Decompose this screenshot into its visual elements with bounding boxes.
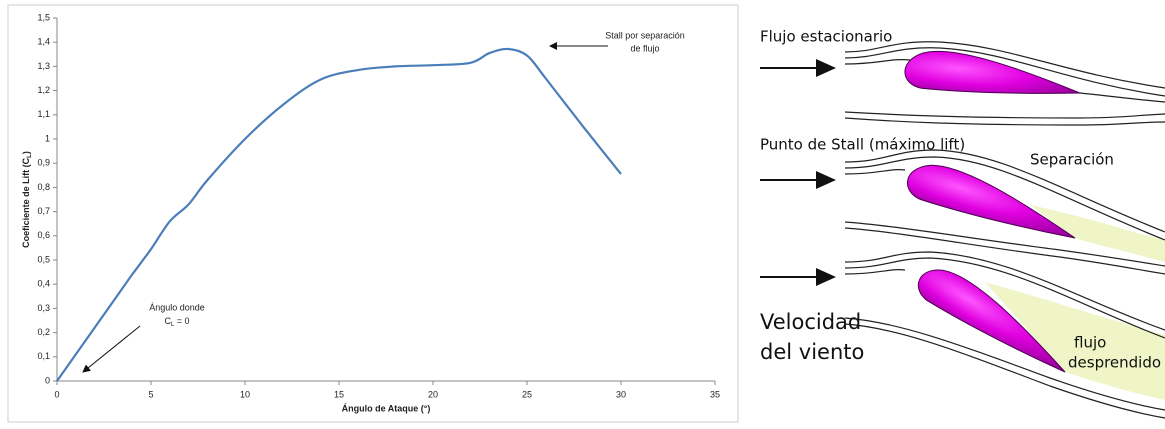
y-axis-label-end: ) (21, 151, 31, 154)
streamline (844, 317, 1165, 411)
x-tick-label: 30 (616, 389, 626, 399)
wind-label: Velocidad (760, 310, 861, 334)
x-tick-label: 5 (148, 389, 153, 399)
x-tick-label: 10 (240, 389, 250, 399)
wake (1030, 205, 1165, 262)
y-axis-label: Coeficiente de Lift (CL) (21, 151, 32, 248)
streamline (844, 156, 1165, 241)
streamline (844, 221, 1165, 267)
wind-label: del viento (760, 340, 864, 364)
x-tick-label: 35 (710, 389, 720, 399)
x-tick-label: 0 (54, 389, 59, 399)
streamline (844, 268, 906, 275)
y-tick-label: 0,1 (37, 351, 50, 361)
chart-frame (7, 4, 739, 423)
chart: 0 0,1 0,2 0,3 0,4 0,5 0,6 0,7 0,8 0,9 1 1,1 1,2 1,3 1,… (21, 12, 720, 413)
y-tick-label: 1,4 (37, 37, 50, 47)
y-tick-label: 0,3 (37, 303, 50, 313)
annotation-text: C (164, 316, 171, 326)
annotation-text: Stall por separación (605, 30, 685, 40)
x-tick-label: 25 (522, 389, 532, 399)
x-axis-label: Ángulo de Ataque (°) (342, 403, 431, 413)
y-axis-label-text: Coeficiente de Lift (C (21, 157, 31, 248)
y-tick-label: 1,5 (37, 12, 50, 22)
streamline (844, 41, 1165, 89)
streamline (844, 323, 1165, 419)
x-tick-label: 15 (334, 389, 344, 399)
detached-flow-label: desprendido (1068, 354, 1161, 372)
streamline (844, 168, 906, 175)
streamline (844, 59, 911, 65)
airfoil (904, 50, 1081, 94)
y-tick-label: 0,4 (37, 279, 50, 289)
streamline (844, 47, 1165, 97)
panel-label: Flujo estacionario (760, 28, 892, 46)
y-axis-label-sub: L (27, 154, 33, 158)
panel-label: Punto de Stall (máximo lift) (760, 136, 965, 154)
wake (985, 282, 1165, 400)
airfoil (917, 269, 1066, 373)
line-series (56, 47, 622, 382)
separation-label: Separación (1030, 151, 1114, 169)
annotation-text: Ángulo donde (149, 302, 205, 312)
x-tick-label: 20 (428, 389, 438, 399)
airfoil (906, 164, 1076, 239)
annotation-arrow (82, 325, 141, 373)
wind-arrow-head (816, 59, 836, 77)
annotation-text: CL = 0 (164, 316, 189, 327)
y-tick-label: 0,9 (37, 158, 50, 168)
wind-arrow-head (816, 171, 836, 189)
y-tick-label: 1,2 (37, 85, 50, 95)
annotation-text: de flujo (630, 43, 659, 53)
detached-flow-label: flujo (1074, 334, 1106, 352)
streamline (844, 251, 1165, 331)
y-tick-label: 0,8 (37, 182, 50, 192)
streamline (844, 149, 1165, 233)
annotation-text: = 0 (174, 316, 189, 326)
streamline (1079, 92, 1165, 103)
streamline (844, 227, 1165, 275)
y-tick-label: 1,1 (37, 109, 50, 119)
y-tick-label: 0 (45, 375, 50, 385)
y-tick-label: 0,6 (37, 230, 50, 240)
streamline (844, 117, 1165, 126)
annotation-sub: L (171, 322, 175, 328)
y-tick-label: 1 (45, 133, 50, 143)
diagram: Flujo estacionario Punto de Stall (máximo… (760, 28, 1165, 419)
y-tick-label: 1,3 (37, 61, 50, 71)
streamline (844, 111, 1165, 119)
y-tick-label: 0,2 (37, 327, 50, 337)
wind-arrow-head (816, 268, 836, 286)
streamline (844, 257, 1165, 339)
y-tick-label: 0,5 (37, 254, 50, 264)
y-tick-label: 0,7 (37, 206, 50, 216)
